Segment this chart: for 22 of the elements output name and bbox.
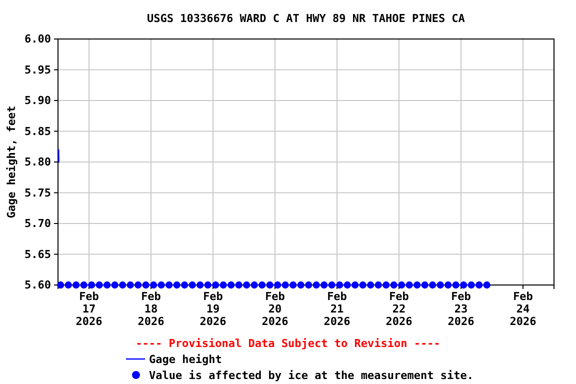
x-tick-label: Feb 23 2026 [448, 290, 475, 328]
y-tick-label: 5.65 [24, 248, 51, 261]
text: ---- Provisional Data Subject to Revision ---- [136, 337, 440, 350]
x-tick-label: Feb 21 2026 [324, 290, 351, 328]
x-tick-label: Feb 17 2026 [76, 290, 103, 328]
x-tick-label: Feb 18 2026 [138, 290, 165, 328]
x-tick-label: Feb 19 2026 [200, 290, 227, 328]
y-tick-label: 5.60 [24, 278, 51, 292]
legend-label: Gage height [149, 353, 222, 366]
y-tick-label: 6.00 [24, 32, 51, 46]
y-tick-label: 5.75 [24, 186, 51, 200]
y-tick-label: 5.95 [24, 63, 51, 76]
y-tick-label: 5.80 [24, 156, 51, 169]
y-tick-label: 5.90 [24, 94, 51, 108]
chart-title: USGS 10336676 WARD C AT HWY 89 NR TAHOE PINES CA [147, 12, 466, 25]
y-tick-label: 5.85 [24, 124, 51, 138]
x-tick-label: Feb 22 2026 [386, 290, 413, 328]
y-tick-label: 5.70 [24, 217, 51, 230]
x-tick-label: Feb 20 2026 [262, 290, 289, 328]
legend-label: Value is affected by ice at the measurement site. [149, 369, 474, 382]
x-tick-label: Feb 24 2026 [510, 290, 537, 328]
y-axis-title: Gage height, feet [5, 106, 18, 218]
